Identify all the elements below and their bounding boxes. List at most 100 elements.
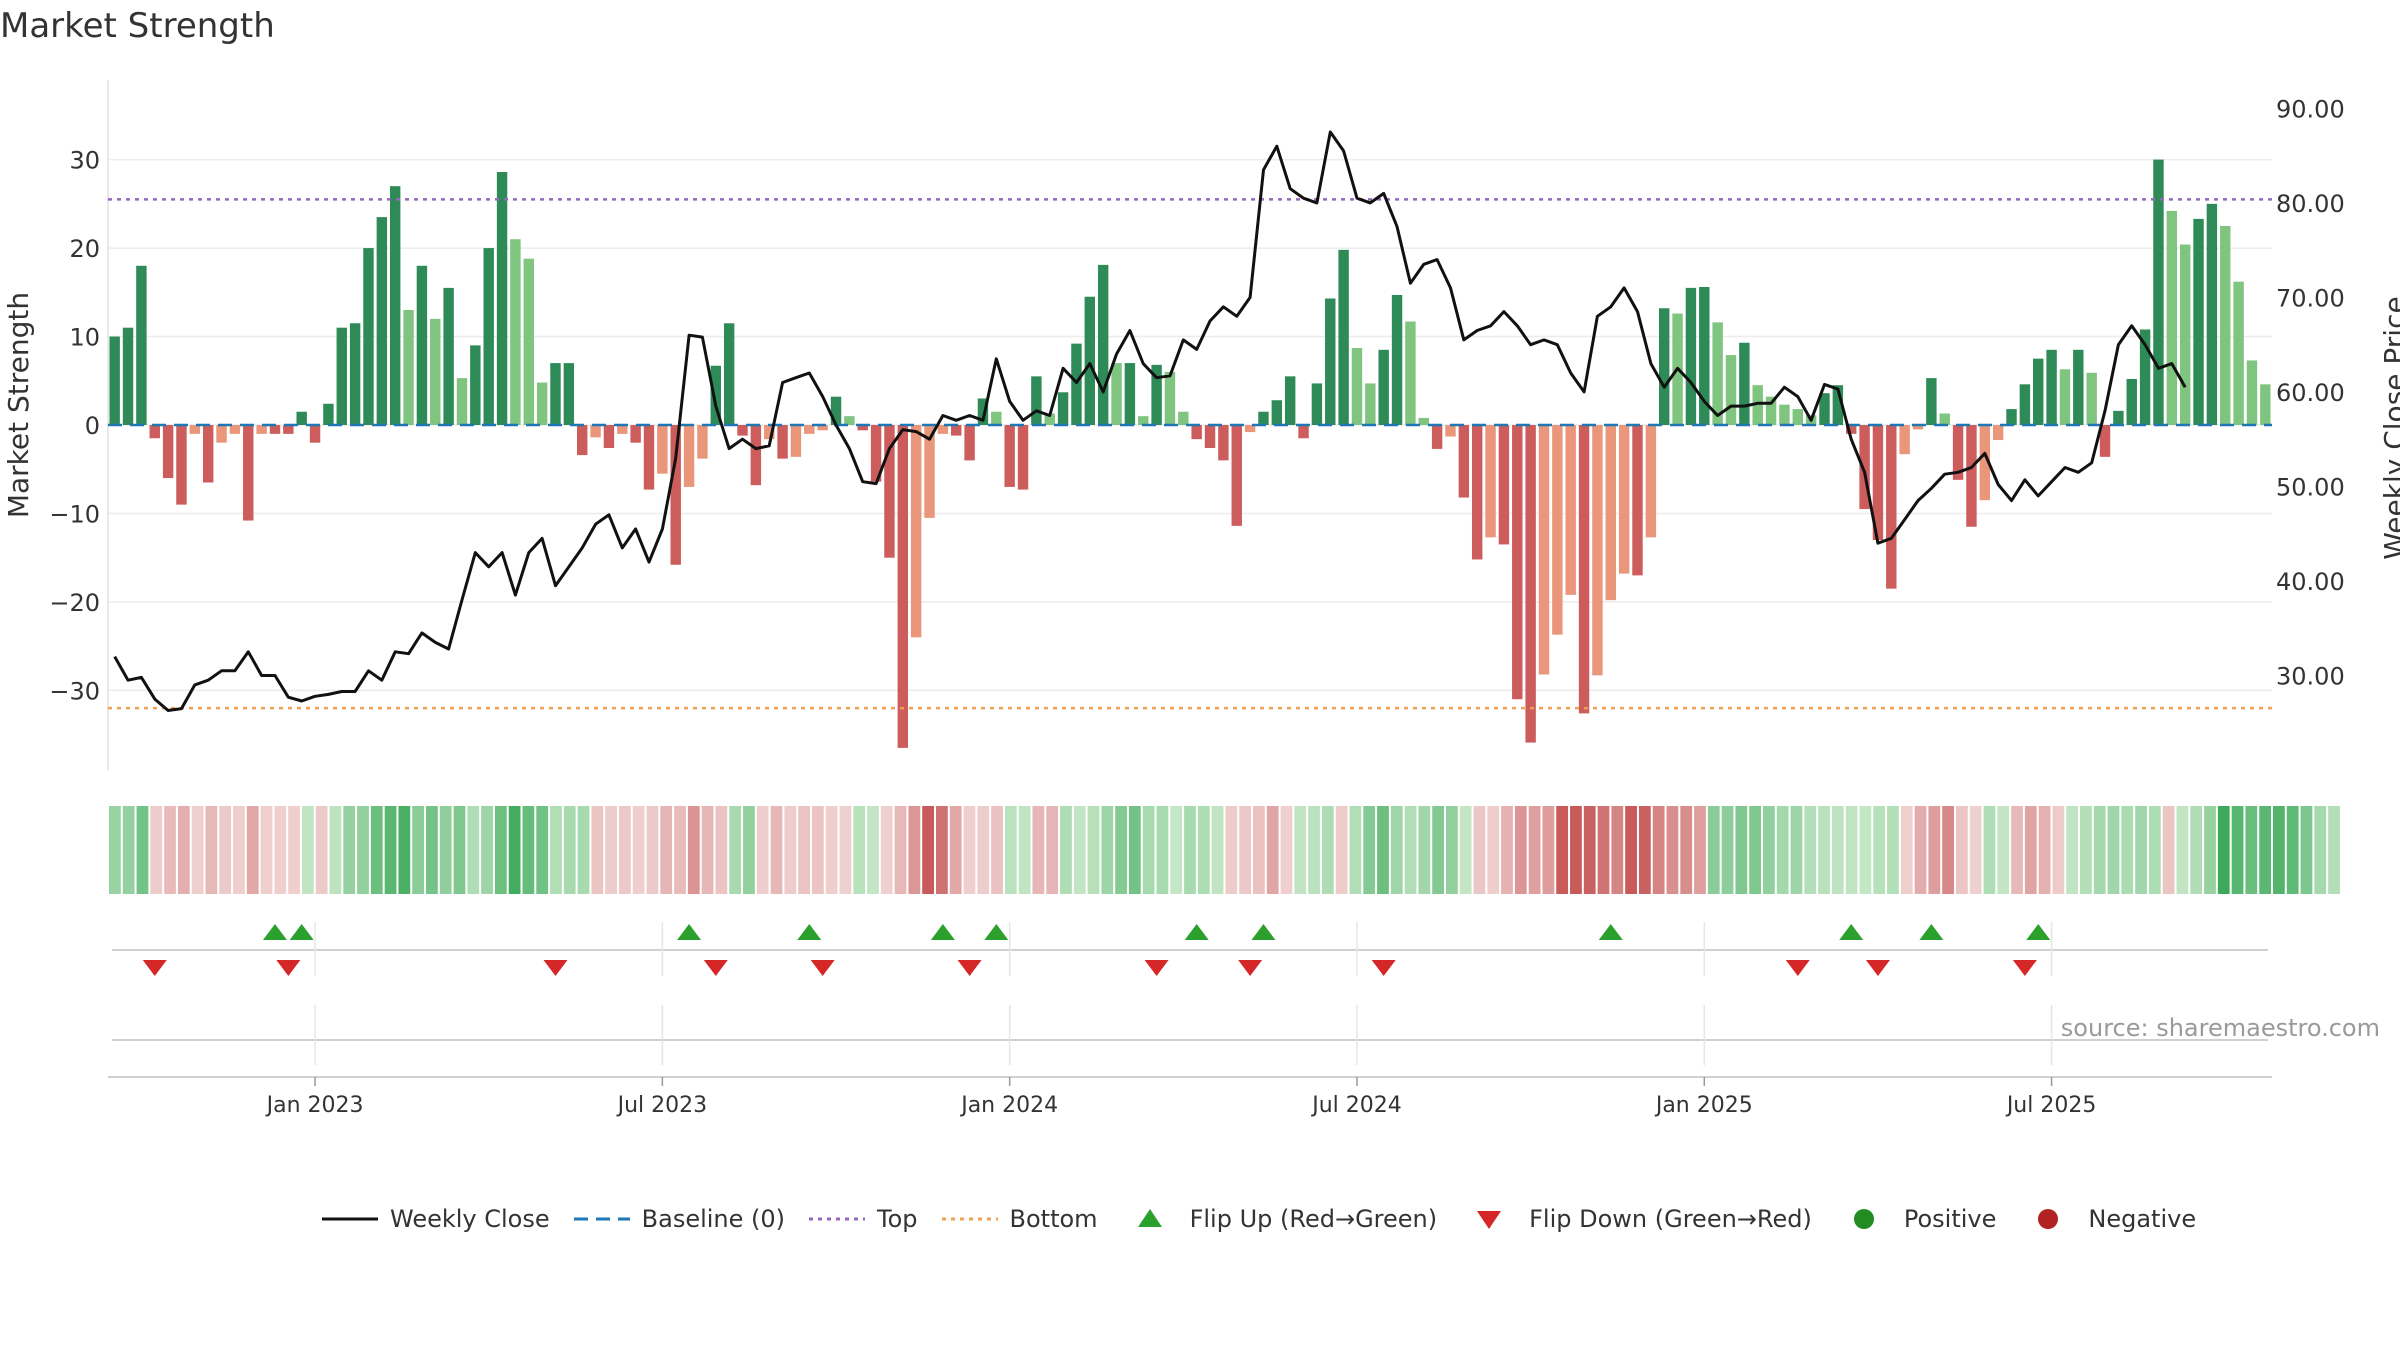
strip-cell bbox=[2162, 806, 2175, 894]
strip-cell bbox=[384, 806, 397, 894]
strength-bar bbox=[1846, 425, 1857, 434]
strip-cell bbox=[1060, 806, 1072, 894]
strength-bar bbox=[964, 425, 975, 461]
strength-bar bbox=[1191, 425, 1202, 440]
strip-cell bbox=[1294, 806, 1307, 894]
strip-cell bbox=[1969, 806, 1982, 894]
strength-bar bbox=[1485, 425, 1496, 538]
strength-bar bbox=[817, 425, 828, 431]
strip-cell bbox=[536, 806, 549, 894]
strip-cell bbox=[1776, 806, 1789, 894]
strength-bar bbox=[764, 425, 775, 440]
strip-cell bbox=[1721, 806, 1734, 894]
strength-bar bbox=[2233, 281, 2244, 425]
strength-bar bbox=[1378, 349, 1389, 425]
strength-bar bbox=[1124, 363, 1136, 425]
y-axis-title: Market Strength bbox=[2, 292, 35, 518]
flip-down-marker bbox=[1371, 960, 1396, 976]
strength-bar bbox=[416, 265, 428, 425]
strip-cell bbox=[605, 806, 617, 894]
strip-cell bbox=[1473, 806, 1486, 894]
strip-cell bbox=[1390, 806, 1403, 894]
legend-item: Negative bbox=[2018, 1205, 2196, 1233]
strength-bar bbox=[1552, 425, 1563, 635]
strip-cell bbox=[453, 806, 466, 894]
strip-cell bbox=[936, 806, 948, 894]
legend-symbol bbox=[572, 1207, 632, 1231]
strip-cell bbox=[1887, 806, 1899, 894]
strip-cell bbox=[1845, 806, 1858, 894]
strip-cell bbox=[274, 806, 287, 894]
strip-cell bbox=[2066, 806, 2079, 894]
strength-bar bbox=[1605, 425, 1616, 601]
strength-bar bbox=[577, 425, 588, 456]
strip-cell bbox=[412, 806, 425, 894]
strength-bar bbox=[1912, 425, 1924, 430]
strength-bar bbox=[1765, 396, 1777, 425]
flip-markers bbox=[112, 922, 2268, 1065]
strength-bar bbox=[1445, 425, 1456, 437]
strip-cell bbox=[481, 806, 493, 894]
flip-up-marker bbox=[984, 924, 1009, 940]
strip-cell bbox=[1542, 806, 1555, 894]
flip-down-marker bbox=[543, 960, 568, 976]
strip-cell bbox=[1280, 806, 1293, 894]
flip-up-marker bbox=[1251, 924, 1276, 940]
strength-bar bbox=[830, 396, 842, 425]
legend-item: Flip Up (Red→Green) bbox=[1120, 1205, 1437, 1233]
strength-bar bbox=[804, 425, 815, 434]
strip-cell bbox=[1666, 806, 1679, 894]
strength-bar bbox=[1218, 425, 1229, 461]
flip-down-marker bbox=[142, 960, 167, 976]
strength-bar bbox=[1926, 378, 1937, 425]
flip-down-marker bbox=[1865, 960, 1890, 976]
strip-cell bbox=[398, 806, 411, 894]
strength-bar bbox=[991, 411, 1002, 425]
strip-cell bbox=[784, 806, 797, 894]
strength-bar bbox=[2206, 203, 2218, 425]
strip-cell bbox=[1694, 806, 1706, 894]
strength-bar bbox=[603, 425, 615, 448]
strength-bar bbox=[2046, 349, 2057, 425]
strength-bar bbox=[443, 287, 454, 425]
flip-down-marker bbox=[1785, 960, 1810, 976]
legend-symbol bbox=[1459, 1207, 1519, 1231]
y-tick-label: 0 bbox=[85, 412, 100, 440]
legend-label: Flip Down (Green→Red) bbox=[1529, 1205, 1812, 1233]
strip-cell bbox=[1735, 806, 1748, 894]
strip-cell bbox=[1928, 806, 1941, 894]
strength-bar bbox=[1258, 411, 1269, 425]
strip-cell bbox=[191, 806, 204, 894]
strip-cell bbox=[674, 806, 686, 894]
reference-lines bbox=[108, 198, 2272, 710]
strength-bar bbox=[657, 425, 668, 474]
flip-up-marker bbox=[289, 924, 314, 940]
strip-cell bbox=[522, 806, 535, 894]
strength-bar bbox=[1819, 393, 1830, 425]
strength-bar bbox=[483, 248, 494, 425]
strip-cell bbox=[1583, 806, 1596, 894]
strength-bar bbox=[1992, 425, 2004, 441]
strip-cell bbox=[122, 806, 135, 894]
strength-bar bbox=[563, 363, 575, 425]
y2-tick-label: 50.00 bbox=[2276, 473, 2345, 501]
strip-cell bbox=[1983, 806, 1996, 894]
strength-bar bbox=[1632, 425, 1643, 576]
strip-cell bbox=[2314, 806, 2327, 894]
flip-down-marker bbox=[1238, 960, 1263, 976]
strip-cell bbox=[2093, 806, 2106, 894]
strip-cell bbox=[1032, 806, 1045, 894]
strip-cell bbox=[288, 806, 300, 894]
strength-bar bbox=[109, 336, 120, 425]
legend-item: Flip Down (Green→Red) bbox=[1459, 1205, 1812, 1233]
strip-cell bbox=[1707, 806, 1720, 894]
strip-cell bbox=[1955, 806, 1968, 894]
strength-bar bbox=[1538, 425, 1550, 675]
strip-cell bbox=[894, 806, 907, 894]
y2-tick-label: 30.00 bbox=[2276, 662, 2345, 690]
y-tick-label: 30 bbox=[69, 147, 100, 175]
strip-cell bbox=[1501, 806, 1513, 894]
strength-bar bbox=[1525, 425, 1536, 743]
strength-bar bbox=[363, 248, 374, 425]
